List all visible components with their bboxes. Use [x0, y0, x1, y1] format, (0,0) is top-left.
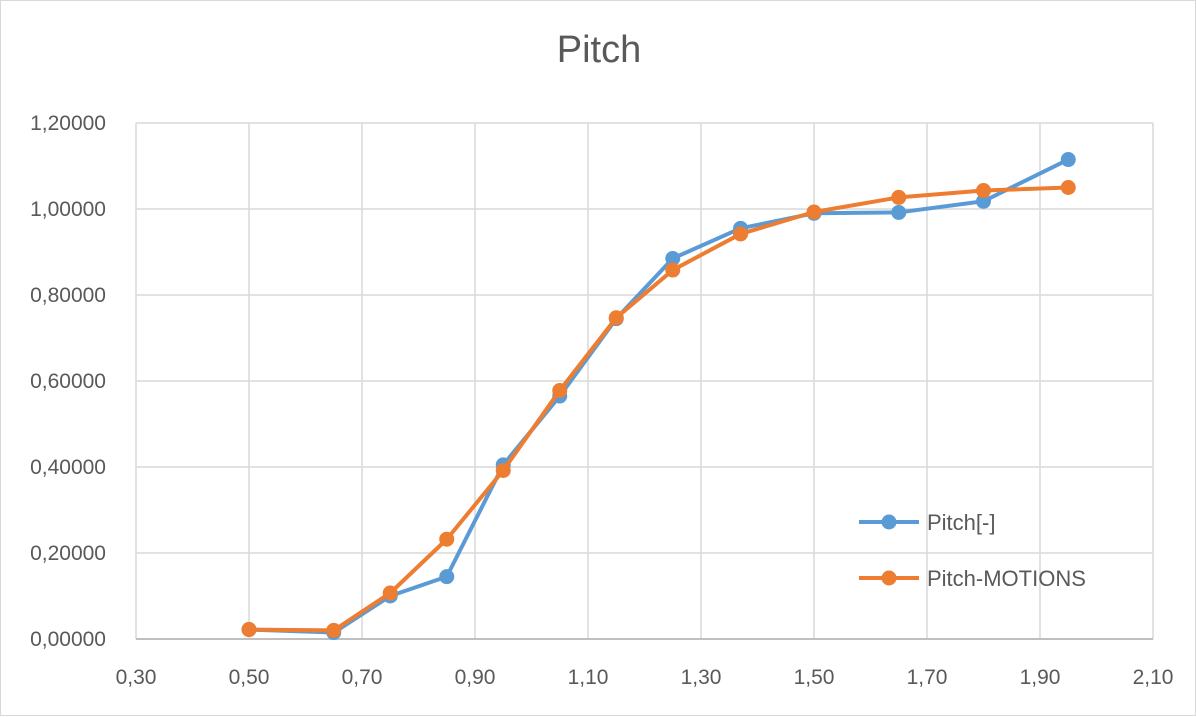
data-point [733, 226, 749, 242]
x-tick-label: 1,50 [794, 666, 835, 689]
y-tick-label: 1,20000 [30, 112, 106, 135]
legend-label: Pitch[-] [927, 510, 995, 535]
data-point [382, 585, 398, 601]
data-point [976, 193, 991, 209]
legend-marker [881, 514, 897, 530]
x-tick-label: 0,50 [229, 666, 270, 689]
data-point [439, 569, 455, 585]
data-point [806, 204, 822, 220]
data-point [665, 262, 681, 278]
x-tick-label: 0,30 [116, 666, 157, 689]
data-point [891, 204, 907, 220]
data-point [1060, 180, 1076, 195]
y-tick-label: 0,20000 [30, 542, 106, 565]
x-tick-label: 1,90 [1020, 666, 1061, 689]
data-point [665, 250, 681, 266]
y-tick-label: 0,00000 [30, 628, 106, 651]
axes: 0,30 0,50 0,70 0,90 1,10 1,30 1,50 1,70 1,90 2,10… [30, 112, 1173, 689]
legend-entry: Pitch-MOTIONS [859, 566, 1086, 591]
series-layer [241, 152, 1076, 641]
y-tick-label: 0,80000 [30, 284, 106, 307]
data-point [326, 622, 342, 638]
data-point [976, 183, 991, 199]
series-line [248, 157, 1070, 635]
y-tick-label: 0,40000 [30, 456, 106, 479]
legend: Pitch[-] Pitch-MOTIONS [859, 510, 1086, 591]
legend-marker [881, 570, 897, 586]
grid-lines [135, 122, 1154, 640]
data-point [1060, 152, 1076, 168]
legend-label: Pitch-MOTIONS [927, 566, 1086, 591]
x-tick-label: 1,70 [907, 666, 948, 689]
legend-entry: Pitch[-] [859, 510, 995, 535]
series-line [248, 185, 1069, 633]
data-point [439, 531, 455, 547]
data-point [552, 382, 568, 398]
data-point [241, 622, 257, 638]
y-tick-label: 1,00000 [30, 198, 106, 221]
data-point [608, 310, 624, 326]
data-point [495, 462, 511, 478]
x-tick-label: 0,90 [455, 666, 496, 689]
data-point [891, 189, 907, 205]
y-tick-label: 0,60000 [30, 370, 106, 393]
x-tick-label: 1,10 [568, 666, 609, 689]
series-1 [241, 180, 1076, 638]
x-tick-label: 2,10 [1133, 666, 1174, 689]
x-tick-label: 0,70 [342, 666, 383, 689]
x-tick-label: 1,30 [681, 666, 722, 689]
chart-title: Pitch [556, 29, 642, 71]
